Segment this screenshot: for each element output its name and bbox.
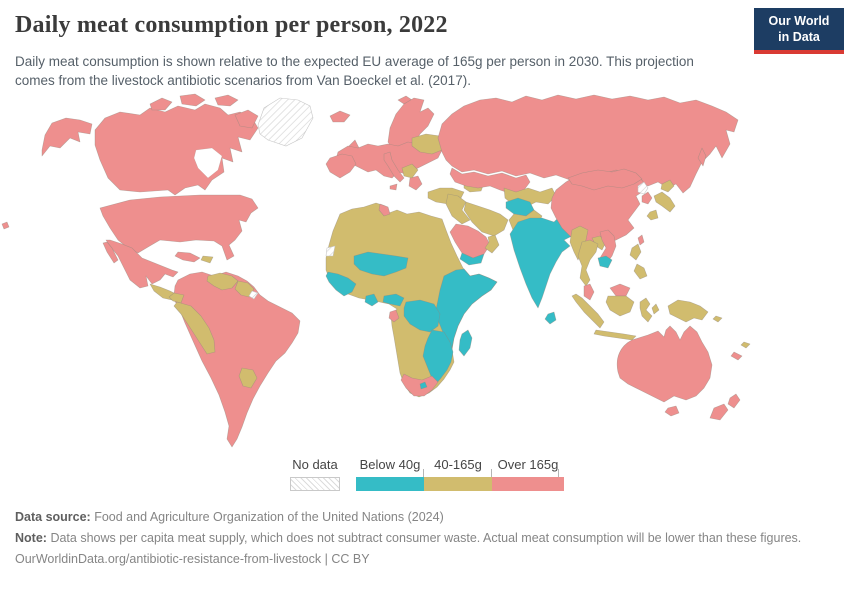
region-sulawesi[interactable] xyxy=(639,297,653,323)
owid-logo-line2: in Data xyxy=(778,29,820,44)
region-indonesia-borneo[interactable] xyxy=(605,295,635,317)
region-japan-kyushu[interactable] xyxy=(646,209,659,221)
region-malay-peninsula[interactable] xyxy=(583,283,595,301)
legend-tick xyxy=(558,469,559,477)
region-canadian-arctic[interactable] xyxy=(149,97,173,111)
region-baja-california[interactable] xyxy=(102,241,119,264)
region-south-korea[interactable] xyxy=(641,191,653,205)
region-french-guiana[interactable] xyxy=(248,290,259,300)
region-philippines-luzon[interactable] xyxy=(629,243,642,261)
chart-subtitle: Daily meat consumption is shown relative… xyxy=(15,54,694,89)
region-australia[interactable] xyxy=(616,325,713,403)
region-sri-lanka[interactable] xyxy=(544,311,557,325)
region-alaska[interactable] xyxy=(41,117,93,157)
note-label: Note: xyxy=(15,531,47,546)
region-canadian-arctic[interactable] xyxy=(214,94,239,107)
region-new-caledonia[interactable] xyxy=(730,351,743,361)
data-source-text: Food and Agriculture Organization of the… xyxy=(94,510,444,524)
region-russia[interactable] xyxy=(437,94,739,194)
region-south-america[interactable] xyxy=(173,271,301,448)
region-west-africa-coast[interactable] xyxy=(325,271,357,297)
region-fiji[interactable] xyxy=(740,341,751,349)
legend-tick xyxy=(423,469,424,477)
citation-license: CC BY xyxy=(331,552,370,567)
region-lesotho[interactable] xyxy=(419,381,428,390)
region-new-guinea[interactable] xyxy=(667,299,709,323)
region-tunisia[interactable] xyxy=(378,203,391,217)
region-mexico[interactable] xyxy=(105,239,179,289)
region-canada[interactable] xyxy=(94,103,259,196)
region-canadian-arctic[interactable] xyxy=(234,109,259,129)
region-oman-uae[interactable] xyxy=(484,234,500,254)
region-new-zealand-north[interactable] xyxy=(727,393,741,409)
legend-label-over-165g[interactable]: Over 165g xyxy=(497,457,559,472)
region-japan-honshu[interactable] xyxy=(653,191,676,213)
region-iraq-syria[interactable] xyxy=(445,193,471,225)
region-gabon[interactable] xyxy=(388,309,400,323)
region-sicily[interactable] xyxy=(389,183,398,191)
region-moluccas[interactable] xyxy=(651,303,660,315)
region-italy[interactable] xyxy=(383,151,405,183)
region-yemen[interactable] xyxy=(459,252,485,266)
region-paraguay[interactable] xyxy=(238,367,258,389)
legend-swatch-no-data[interactable] xyxy=(290,477,340,491)
region-sakhalin[interactable] xyxy=(697,147,707,167)
region-cambodia[interactable] xyxy=(597,255,613,269)
citation-separator: | xyxy=(324,552,328,567)
region-solomon-islands[interactable] xyxy=(712,315,723,323)
legend-tick xyxy=(491,469,492,477)
legend-label-below-40g[interactable]: Below 40g xyxy=(359,457,421,472)
region-balkans[interactable] xyxy=(401,163,419,179)
region-iberia[interactable] xyxy=(325,153,357,179)
note-line: Note: Data shows per capita meat supply,… xyxy=(15,529,833,547)
region-madagascar[interactable] xyxy=(458,329,473,357)
region-mongolia[interactable] xyxy=(567,168,643,191)
page-title: Daily meat consumption per person, 2022 xyxy=(15,12,448,38)
legend-swatch-below-40g[interactable] xyxy=(356,477,424,491)
region-hawaii[interactable] xyxy=(1,221,10,230)
region-taiwan[interactable] xyxy=(637,234,645,246)
region-tasmania[interactable] xyxy=(664,405,680,417)
hudson-bay xyxy=(193,147,223,179)
legend-label-40-165g[interactable]: 40-165g xyxy=(434,457,482,472)
region-thailand[interactable] xyxy=(577,239,599,287)
region-greece[interactable] xyxy=(408,175,423,191)
region-venezuela[interactable] xyxy=(206,272,239,291)
region-south-africa[interactable] xyxy=(400,373,439,397)
region-philippines-mindanao[interactable] xyxy=(633,263,648,280)
legend-label-no-data[interactable]: No data xyxy=(292,457,338,472)
region-canadian-arctic[interactable] xyxy=(179,93,206,107)
region-drc[interactable] xyxy=(403,299,441,333)
region-sumatra[interactable] xyxy=(571,293,605,329)
data-source-line: Data source: Food and Agriculture Organi… xyxy=(15,508,833,526)
owid-logo-line1: Our World xyxy=(768,14,830,28)
region-southeast-africa[interactable] xyxy=(422,329,454,385)
region-peru[interactable] xyxy=(173,301,216,355)
region-ghana[interactable] xyxy=(364,293,379,307)
region-hispaniola[interactable] xyxy=(200,255,214,264)
data-source-label: Data source: xyxy=(15,510,91,524)
region-cuba[interactable] xyxy=(174,251,201,263)
region-japan-hokkaido[interactable] xyxy=(660,179,675,193)
citation-line: OurWorldinData.org/antibiotic-resistance… xyxy=(15,550,833,568)
citation-url: OurWorldinData.org/antibiotic-resistance… xyxy=(15,552,322,567)
region-guyanas[interactable] xyxy=(234,280,255,298)
choropleth-svg xyxy=(1,93,751,448)
region-iceland[interactable] xyxy=(329,110,351,123)
region-malaysia-borneo[interactable] xyxy=(609,283,631,297)
chart-footer: Data source: Food and Agriculture Organi… xyxy=(15,508,833,571)
region-sahel-mali-niger[interactable] xyxy=(353,251,409,277)
legend-swatch-over-165g[interactable] xyxy=(492,477,564,491)
owid-logo[interactable]: Our World in Data xyxy=(754,8,844,55)
world-map xyxy=(0,90,850,470)
note-text: Data shows per capita meat supply, which… xyxy=(50,531,802,546)
region-greenland[interactable] xyxy=(257,97,314,147)
region-western-sahara[interactable] xyxy=(325,245,336,257)
region-nigeria[interactable] xyxy=(382,293,405,307)
region-north-korea[interactable] xyxy=(637,181,649,195)
region-new-zealand-south[interactable] xyxy=(709,403,729,421)
legend-swatch-40-165g[interactable] xyxy=(424,477,492,491)
region-iran[interactable] xyxy=(463,201,509,237)
region-java[interactable] xyxy=(593,329,637,341)
